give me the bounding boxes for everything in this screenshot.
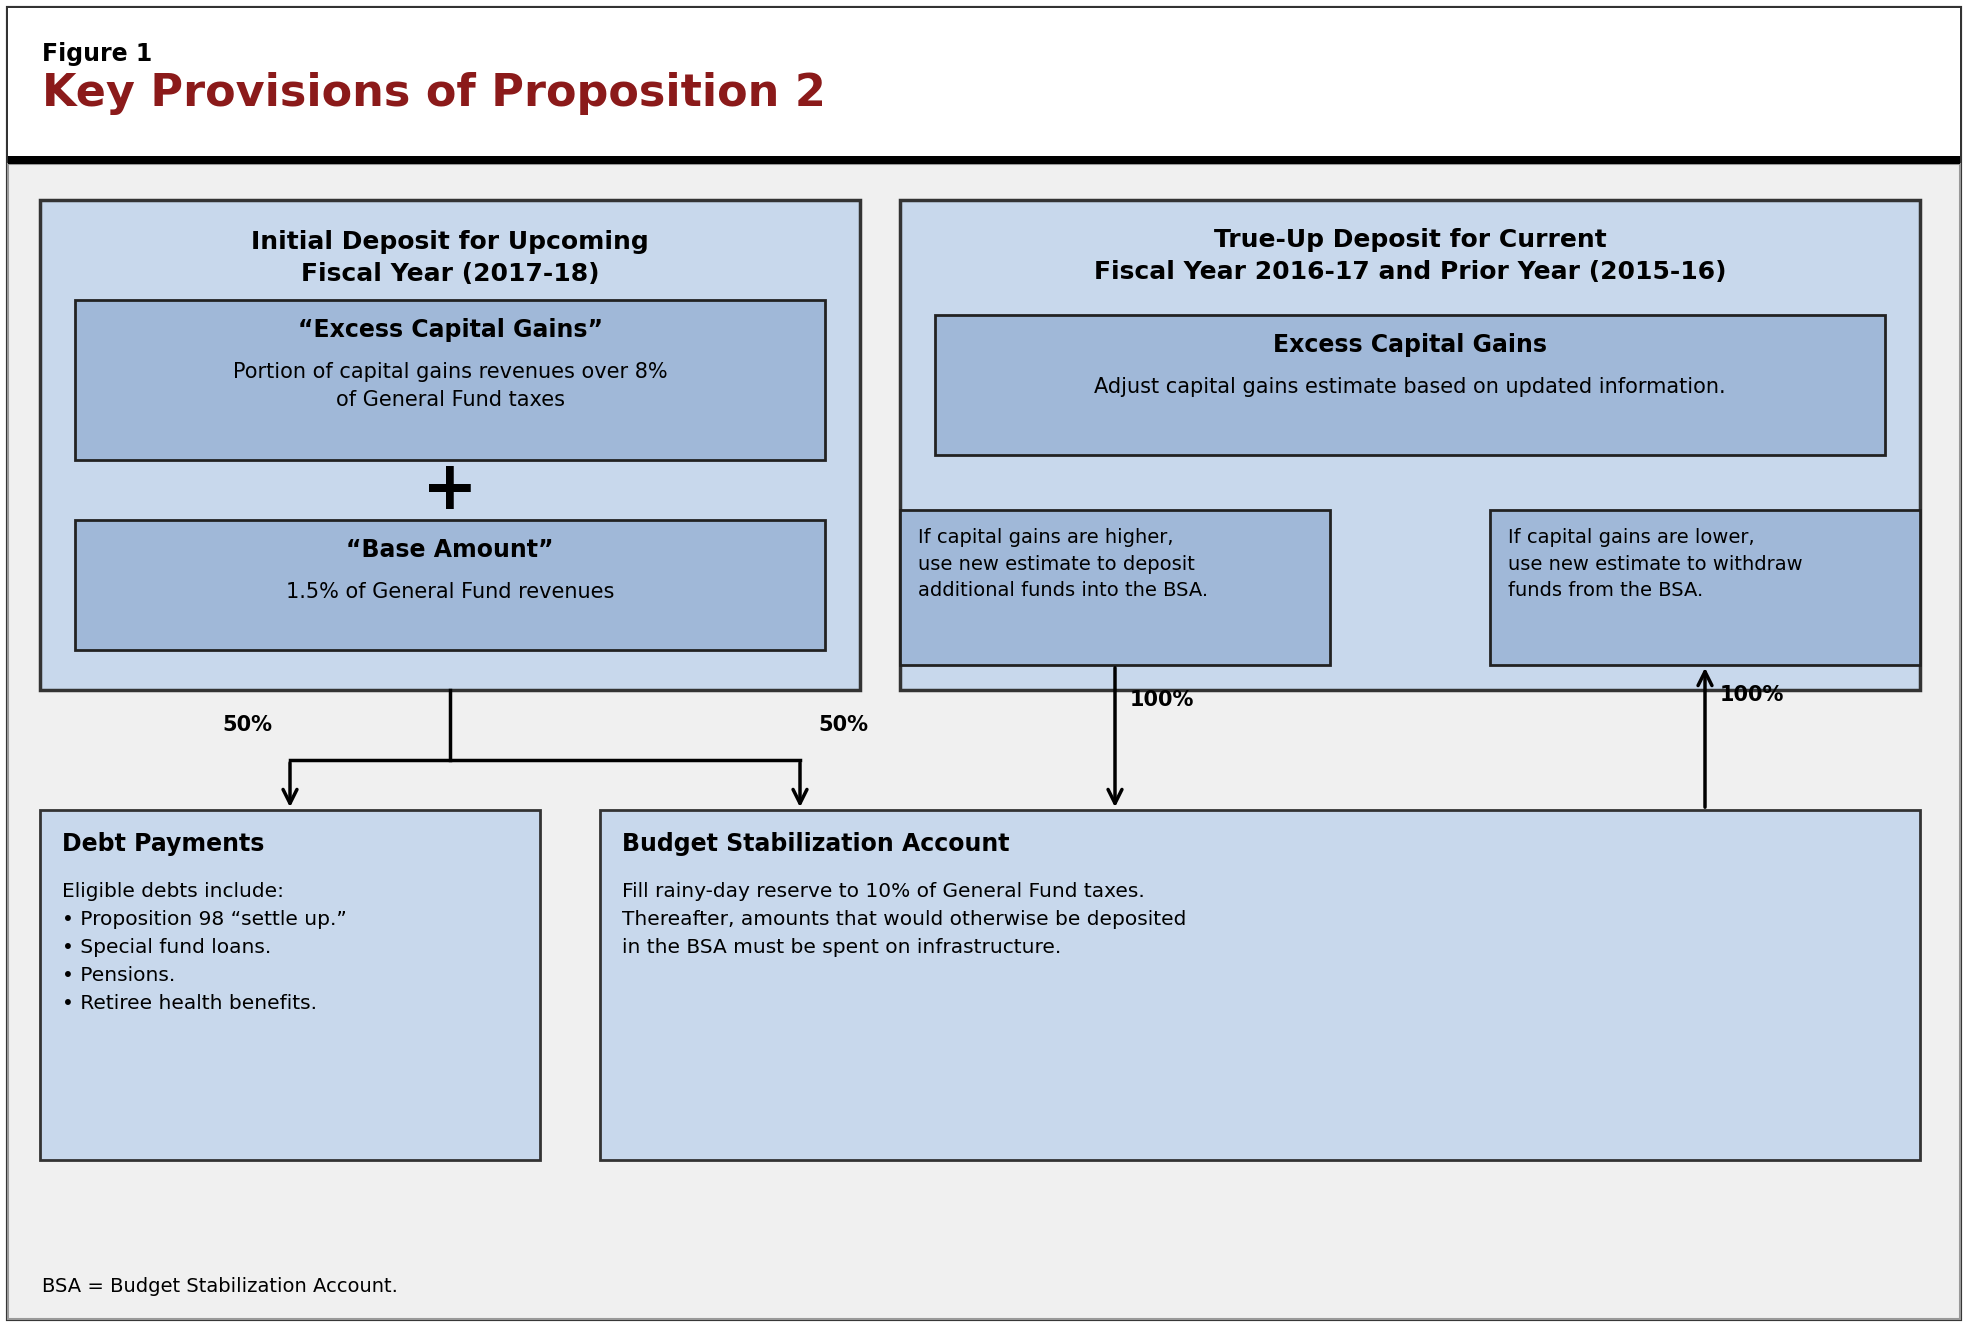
Text: Figure 1: Figure 1 bbox=[41, 42, 152, 66]
Bar bbox=[39, 200, 860, 690]
Text: Debt Payments: Debt Payments bbox=[63, 832, 264, 856]
Text: “Base Amount”: “Base Amount” bbox=[346, 537, 553, 563]
Text: 50%: 50% bbox=[819, 715, 868, 735]
Text: Portion of capital gains revenues over 8%
of General Fund taxes: Portion of capital gains revenues over 8… bbox=[232, 362, 667, 410]
Text: “Excess Capital Gains”: “Excess Capital Gains” bbox=[297, 318, 602, 342]
Bar bbox=[899, 510, 1330, 665]
Bar bbox=[1490, 510, 1921, 665]
Bar bbox=[8, 165, 1960, 1319]
Text: Adjust capital gains estimate based on updated information.: Adjust capital gains estimate based on u… bbox=[1094, 377, 1726, 397]
Text: 100%: 100% bbox=[1130, 690, 1195, 710]
Text: +: + bbox=[421, 456, 478, 523]
Text: 50%: 50% bbox=[222, 715, 272, 735]
Text: If capital gains are lower,
use new estimate to withdraw
funds from the BSA.: If capital gains are lower, use new esti… bbox=[1507, 528, 1803, 600]
Bar bbox=[75, 300, 825, 460]
Text: 100%: 100% bbox=[1720, 685, 1785, 705]
Bar bbox=[899, 200, 1921, 690]
Text: Excess Capital Gains: Excess Capital Gains bbox=[1273, 333, 1547, 357]
Bar bbox=[8, 8, 1960, 157]
Bar bbox=[935, 314, 1885, 455]
Text: True-Up Deposit for Current
Fiscal Year 2016-17 and Prior Year (2015-16): True-Up Deposit for Current Fiscal Year … bbox=[1094, 228, 1726, 284]
Text: Key Provisions of Proposition 2: Key Provisions of Proposition 2 bbox=[41, 72, 827, 115]
Bar bbox=[8, 157, 1960, 165]
Bar bbox=[600, 809, 1921, 1160]
Text: Budget Stabilization Account: Budget Stabilization Account bbox=[622, 832, 1010, 856]
Text: Eligible debts include:
• Proposition 98 “settle up.”
• Special fund loans.
• Pe: Eligible debts include: • Proposition 98… bbox=[63, 882, 346, 1013]
Bar bbox=[39, 809, 539, 1160]
Text: BSA = Budget Stabilization Account.: BSA = Budget Stabilization Account. bbox=[41, 1277, 398, 1296]
Text: 1.5% of General Fund revenues: 1.5% of General Fund revenues bbox=[285, 583, 614, 602]
Bar bbox=[75, 520, 825, 650]
Text: If capital gains are higher,
use new estimate to deposit
additional funds into t: If capital gains are higher, use new est… bbox=[917, 528, 1208, 600]
Text: Fill rainy-day reserve to 10% of General Fund taxes.
Thereafter, amounts that wo: Fill rainy-day reserve to 10% of General… bbox=[622, 882, 1187, 957]
Text: Initial Deposit for Upcoming
Fiscal Year (2017-18): Initial Deposit for Upcoming Fiscal Year… bbox=[252, 230, 649, 285]
